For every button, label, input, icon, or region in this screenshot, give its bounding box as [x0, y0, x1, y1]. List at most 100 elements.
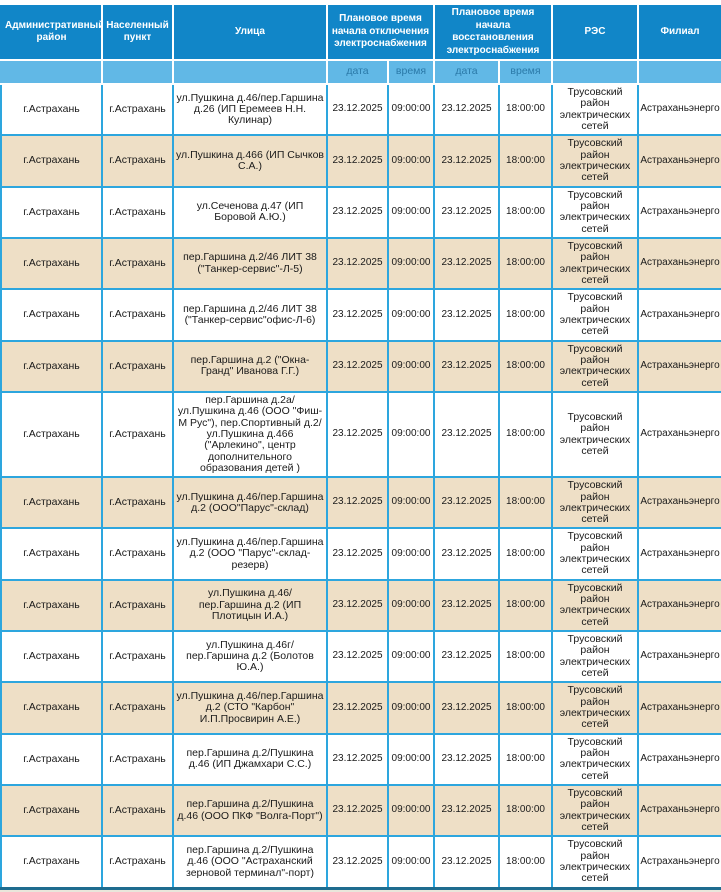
cell-outage-time: 09:00:00 [387, 288, 435, 342]
cell-branch: Астраханьэнерго [637, 134, 721, 188]
cell-settlement: г.Астрахань [101, 476, 174, 530]
cell-restore-date: 23.12.2025 [433, 578, 500, 633]
cell-outage-time: 09:00:00 [387, 339, 435, 393]
cell-street: пер.Гаршина д.2 ("Окна-Гранд" Иванова Г.… [172, 339, 328, 393]
cell-outage-time: 09:00:00 [387, 681, 435, 735]
cell-district: г.Астрахань [0, 185, 103, 239]
cell-branch: Астраханьэнерго [637, 630, 721, 684]
table-row: г.Астрахань г.Астрахань пер.Гаршина д.2/… [0, 732, 721, 787]
subheader-restore-time: время [498, 59, 553, 85]
cell-res: Трусовский район электрических сетей [551, 630, 639, 684]
cell-restore-time: 18:00:00 [498, 835, 553, 890]
subheader-spacer-district [0, 59, 103, 85]
cell-street: пер.Гаршина д.2/46 ЛИТ 38 ("Танкер-серви… [172, 236, 328, 291]
cell-outage-time: 09:00:00 [387, 476, 435, 530]
header-settlement: Населенный пункт [101, 3, 174, 61]
cell-restore-time: 18:00:00 [498, 732, 553, 787]
header-street: Улица [172, 3, 328, 61]
cell-settlement: г.Астрахань [101, 681, 174, 735]
cell-district: г.Астрахань [0, 732, 103, 787]
cell-street: ул.Пушкина д.46/пер.Гаршина д.2 (ООО"Пар… [172, 476, 328, 530]
cell-res: Трусовский район электрических сетей [551, 681, 639, 735]
cell-restore-time: 18:00:00 [498, 578, 553, 633]
cell-restore-time: 18:00:00 [498, 476, 553, 530]
cell-restore-time: 18:00:00 [498, 681, 553, 735]
cell-res: Трусовский район электрических сетей [551, 835, 639, 890]
cell-res: Трусовский район электрических сетей [551, 732, 639, 787]
header-outage-start-group: Плановое время начала отключения электро… [326, 3, 435, 61]
cell-branch: Астраханьэнерго [637, 681, 721, 735]
subheader-outage-date: дата [326, 59, 389, 85]
cell-restore-date: 23.12.2025 [433, 185, 500, 239]
cell-outage-time: 09:00:00 [387, 185, 435, 239]
cell-outage-time: 09:00:00 [387, 82, 435, 137]
cell-branch: Астраханьэнерго [637, 390, 721, 479]
cell-restore-date: 23.12.2025 [433, 476, 500, 530]
cell-res: Трусовский район электрических сетей [551, 476, 639, 530]
cell-street: ул.Пушкина д.46г/ пер.Гаршина д.2 (Болот… [172, 630, 328, 684]
cell-restore-date: 23.12.2025 [433, 527, 500, 581]
cell-settlement: г.Астрахань [101, 835, 174, 890]
table-row: г.Астрахань г.Астрахань пер.Гаршина д.2/… [0, 236, 721, 291]
cell-settlement: г.Астрахань [101, 630, 174, 684]
cell-branch: Астраханьэнерго [637, 578, 721, 633]
table-row: г.Астрахань г.Астрахань пер.Гаршина д.2/… [0, 288, 721, 342]
cell-district: г.Астрахань [0, 835, 103, 890]
cell-street: ул.Пушкина д.466 (ИП Сычков С.А.) [172, 134, 328, 188]
cell-restore-time: 18:00:00 [498, 527, 553, 581]
cell-outage-time: 09:00:00 [387, 784, 435, 838]
table-header: Административный район Населенный пункт … [0, 3, 721, 85]
cell-street: пер.Гаршина д.2а/ ул.Пушкина д.46 (ООО "… [172, 390, 328, 479]
cell-branch: Астраханьэнерго [637, 185, 721, 239]
table-row: г.Астрахань г.Астрахань ул.Пушкина д.46/… [0, 681, 721, 735]
subheader-outage-time: время [387, 59, 435, 85]
cell-outage-time: 09:00:00 [387, 236, 435, 291]
cell-restore-date: 23.12.2025 [433, 236, 500, 291]
cell-restore-date: 23.12.2025 [433, 288, 500, 342]
cell-restore-time: 18:00:00 [498, 82, 553, 137]
cell-branch: Астраханьэнерго [637, 835, 721, 890]
cell-district: г.Астрахань [0, 630, 103, 684]
cell-settlement: г.Астрахань [101, 185, 174, 239]
cell-street: пер.Гаршина д.2/Пушкина д.46 (ООО "Астра… [172, 835, 328, 890]
cell-restore-time: 18:00:00 [498, 236, 553, 291]
cell-outage-date: 23.12.2025 [326, 185, 389, 239]
header-branch: Филиал [637, 3, 721, 61]
cell-settlement: г.Астрахань [101, 732, 174, 787]
cell-branch: Астраханьэнерго [637, 732, 721, 787]
cell-outage-date: 23.12.2025 [326, 134, 389, 188]
cell-restore-date: 23.12.2025 [433, 134, 500, 188]
bottom-strip [0, 889, 721, 892]
header-district: Административный район [0, 3, 103, 61]
subheader-spacer-res [551, 59, 639, 85]
cell-res: Трусовский район электрических сетей [551, 185, 639, 239]
cell-restore-time: 18:00:00 [498, 630, 553, 684]
cell-restore-date: 23.12.2025 [433, 835, 500, 890]
table-row: г.Астрахань г.Астрахань пер.Гаршина д.2/… [0, 835, 721, 890]
table-row: г.Астрахань г.Астрахань ул.Пушкина д.46/… [0, 527, 721, 581]
subheader-restore-date: дата [433, 59, 500, 85]
cell-outage-date: 23.12.2025 [326, 784, 389, 838]
cell-branch: Астраханьэнерго [637, 236, 721, 291]
cell-outage-date: 23.12.2025 [326, 390, 389, 479]
cell-outage-date: 23.12.2025 [326, 236, 389, 291]
cell-street: ул.Пушкина д.46/пер.Гаршина д.2 (СТО "Ка… [172, 681, 328, 735]
cell-settlement: г.Астрахань [101, 339, 174, 393]
cell-district: г.Астрахань [0, 236, 103, 291]
header-res: РЭС [551, 3, 639, 61]
cell-outage-time: 09:00:00 [387, 835, 435, 890]
cell-branch: Астраханьэнерго [637, 784, 721, 838]
outage-table-body: г.Астрахань г.Астрахань ул.Пушкина д.46/… [0, 82, 721, 890]
cell-district: г.Астрахань [0, 476, 103, 530]
cell-restore-time: 18:00:00 [498, 784, 553, 838]
cell-outage-time: 09:00:00 [387, 630, 435, 684]
cell-outage-date: 23.12.2025 [326, 681, 389, 735]
cell-outage-date: 23.12.2025 [326, 82, 389, 137]
cell-street: пер.Гаршина д.2/Пушкина д.46 (ИП Джамхар… [172, 732, 328, 787]
cell-branch: Астраханьэнерго [637, 476, 721, 530]
planned-outage-table: Административный район Населенный пункт … [0, 3, 721, 890]
cell-restore-date: 23.12.2025 [433, 390, 500, 479]
header-restore-start-group: Плановое время начала восстановления эле… [433, 3, 553, 61]
cell-outage-time: 09:00:00 [387, 732, 435, 787]
cell-district: г.Астрахань [0, 578, 103, 633]
